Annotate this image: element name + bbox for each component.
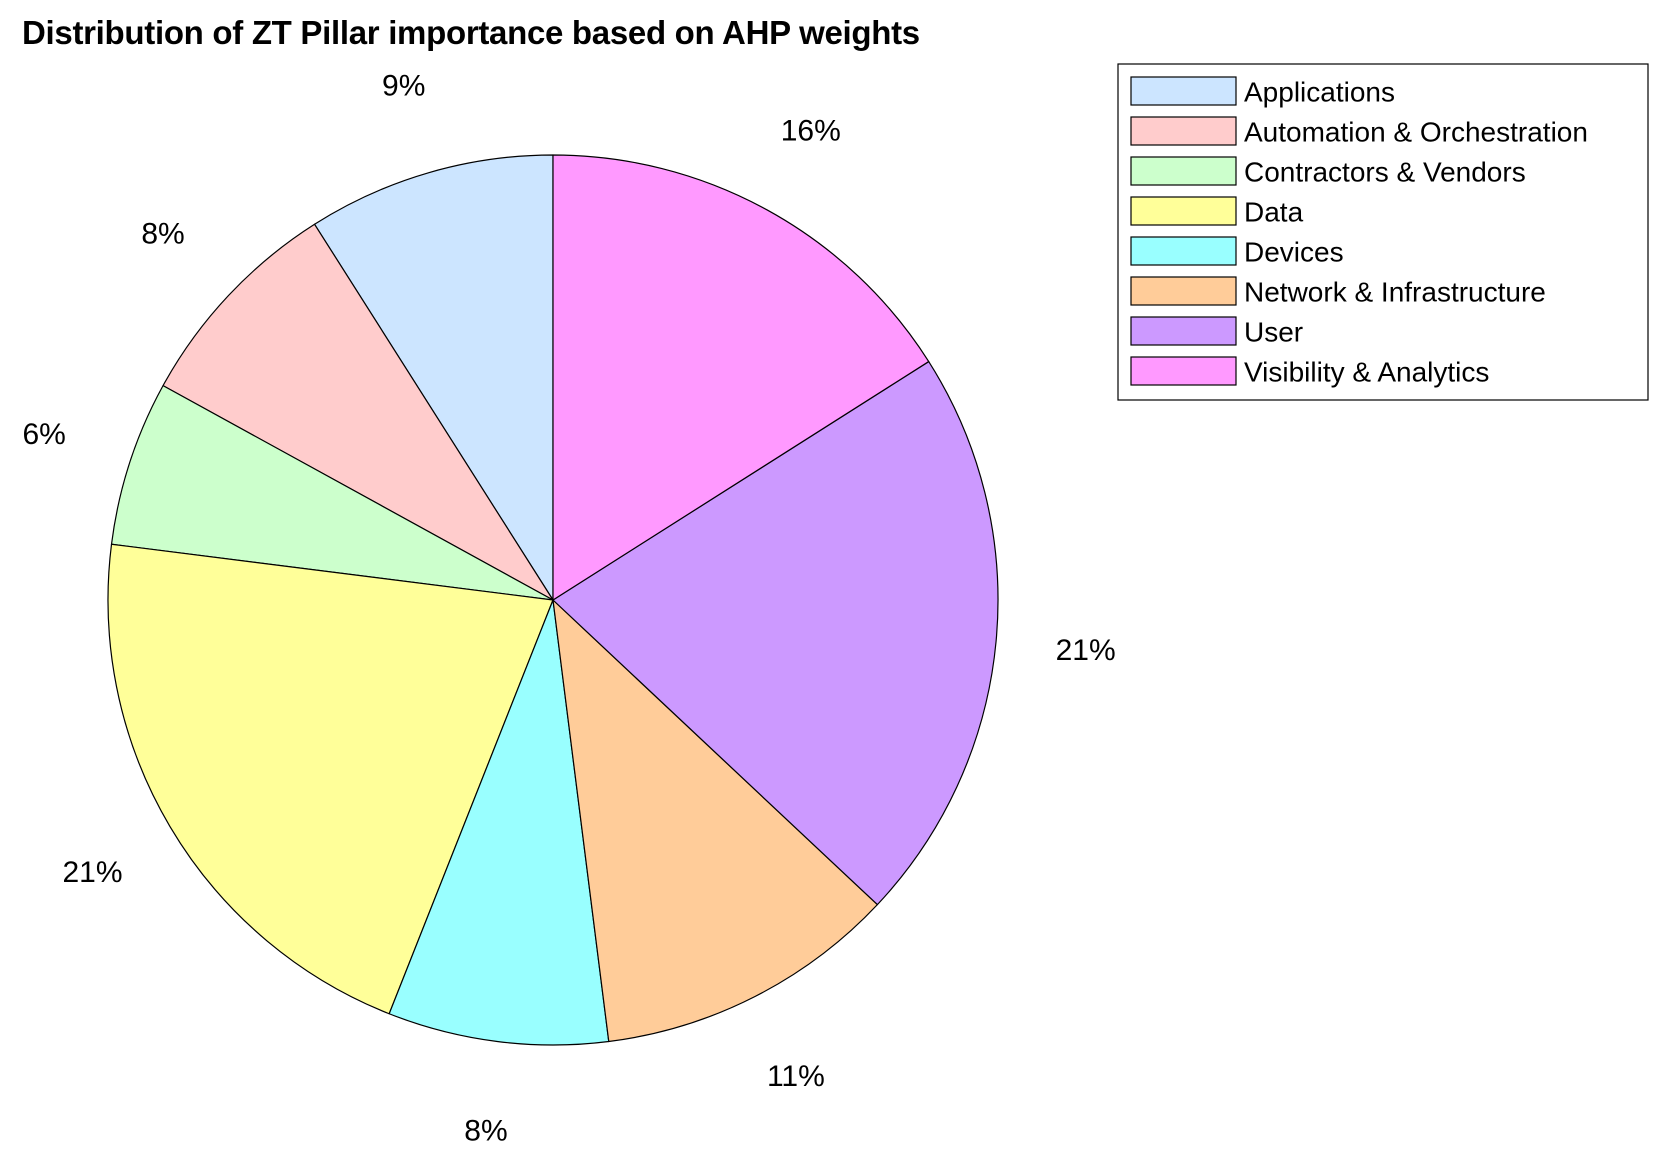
slice-label-user: 21%	[1056, 634, 1116, 667]
legend-label-data: Data	[1244, 197, 1304, 228]
legend-label-automation-and-orchestration: Automation & Orchestration	[1244, 117, 1588, 148]
pie-slice-automation-and-orchestration	[162, 223, 554, 601]
legend-swatch-user	[1130, 316, 1237, 346]
pie-slice-network-and-infrastructure	[552, 599, 878, 1043]
slice-label-contractors-and-vendors: 6%	[23, 418, 66, 451]
legend-box	[1117, 63, 1649, 401]
legend-label-visibility-and-analytics: Visibility & Analytics	[1244, 357, 1489, 388]
legend: Applications Automation & Orchestration Co…	[1117, 63, 1649, 401]
legend-swatch-automation-and-orchestration	[1130, 116, 1237, 146]
slice-label-devices: 8%	[464, 1114, 507, 1147]
pie-slice-applications	[313, 154, 554, 601]
slice-label-visibility-and-analytics: 16%	[781, 115, 841, 148]
legend-label-applications: Applications	[1244, 77, 1395, 108]
slice-label-automation-and-orchestration: 8%	[141, 217, 184, 250]
legend-swatch-applications	[1130, 76, 1237, 106]
legend-label-user: User	[1244, 317, 1303, 348]
pie-slice-data	[107, 543, 554, 1015]
pie-slices	[107, 154, 999, 1046]
pie-slice-contractors-and-vendors	[110, 385, 554, 601]
pie-slice-devices	[388, 599, 610, 1046]
slice-label-data: 21%	[62, 856, 122, 889]
legend-swatch-data	[1130, 196, 1237, 226]
slice-label-network-and-infrastructure: 11%	[767, 1060, 825, 1093]
legend-swatch-contractors-and-vendors	[1130, 156, 1237, 186]
legend-swatch-devices	[1130, 236, 1237, 266]
slice-labels: 9% 8% 6% 21% 8% 11% 21% 16%	[23, 70, 1116, 1148]
legend-label-network-and-infrastructure: Network & Infrastructure	[1244, 277, 1546, 308]
slice-label-applications: 9%	[382, 70, 425, 103]
legend-swatch-network-and-infrastructure	[1130, 276, 1237, 306]
pie-slice-visibility-and-analytics	[552, 154, 930, 601]
legend-swatch-visibility-and-analytics	[1130, 356, 1237, 386]
legend-label-devices: Devices	[1244, 237, 1344, 268]
legend-label-contractors-and-vendors: Contractors & Vendors	[1244, 157, 1526, 188]
chart-title: Distribution of ZT Pillar importance bas…	[22, 14, 920, 51]
pie-slice-user	[552, 360, 999, 906]
